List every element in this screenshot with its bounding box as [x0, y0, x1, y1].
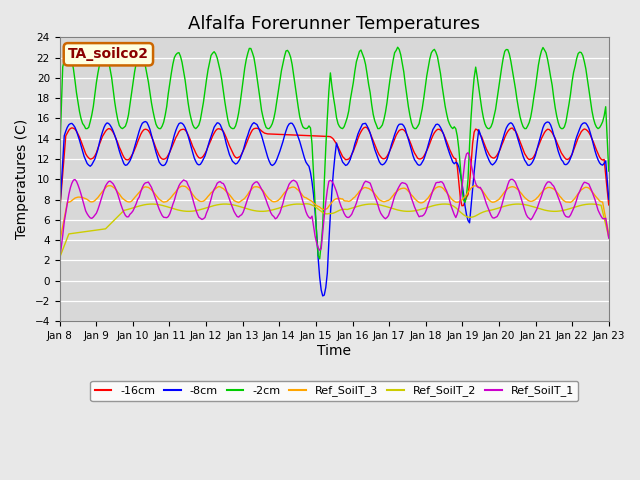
Ref_SoilT_2 — [576, 203, 584, 209]
-16cm — [220, 129, 227, 134]
X-axis label: Time: Time — [317, 344, 351, 358]
Ref_SoilT_2 — [605, 234, 612, 240]
Ref_SoilT_3 — [239, 197, 247, 203]
-8cm — [577, 122, 585, 128]
-8cm — [298, 144, 305, 150]
Ref_SoilT_2 — [296, 201, 303, 207]
Ref_SoilT_1 — [605, 235, 612, 241]
-8cm — [239, 147, 247, 153]
Ref_SoilT_1 — [464, 150, 472, 156]
Ref_SoilT_1 — [296, 189, 303, 194]
-16cm — [576, 132, 584, 138]
-2cm — [220, 88, 227, 94]
-2cm — [577, 50, 585, 56]
Ref_SoilT_3 — [221, 187, 228, 193]
Ref_SoilT_2 — [302, 201, 310, 207]
Ref_SoilT_3 — [576, 189, 584, 195]
-2cm — [605, 168, 612, 174]
-16cm — [123, 157, 131, 163]
-2cm — [56, 154, 63, 160]
-2cm — [394, 44, 401, 50]
Ref_SoilT_2 — [123, 207, 131, 213]
Ref_SoilT_1 — [576, 189, 584, 194]
Ref_SoilT_2 — [238, 204, 246, 210]
-8cm — [123, 162, 131, 168]
Ref_SoilT_3 — [125, 199, 132, 205]
Ref_SoilT_1 — [123, 214, 131, 220]
-8cm — [248, 121, 256, 127]
-8cm — [56, 209, 63, 215]
Legend: -16cm, -8cm, -2cm, Ref_SoilT_3, Ref_SoilT_2, Ref_SoilT_1: -16cm, -8cm, -2cm, Ref_SoilT_3, Ref_Soil… — [90, 381, 578, 401]
Ref_SoilT_2 — [220, 201, 227, 207]
Line: -8cm: -8cm — [60, 121, 609, 296]
-8cm — [605, 196, 612, 202]
Ref_SoilT_1 — [56, 255, 63, 261]
Line: Ref_SoilT_3: Ref_SoilT_3 — [60, 186, 609, 242]
Ref_SoilT_1 — [238, 212, 246, 217]
Line: Ref_SoilT_1: Ref_SoilT_1 — [60, 153, 609, 258]
Ref_SoilT_2 — [56, 255, 63, 261]
Title: Alfalfa Forerunner Temperatures: Alfalfa Forerunner Temperatures — [188, 15, 480, 33]
Ref_SoilT_1 — [220, 180, 227, 186]
-16cm — [56, 209, 63, 215]
Ref_SoilT_3 — [106, 183, 114, 189]
-16cm — [362, 124, 369, 130]
-8cm — [319, 293, 326, 299]
-16cm — [296, 132, 303, 138]
Ref_SoilT_3 — [248, 186, 256, 192]
-2cm — [123, 119, 131, 125]
-2cm — [247, 46, 255, 51]
Text: TA_soilco2: TA_soilco2 — [68, 47, 149, 61]
-16cm — [247, 130, 255, 136]
Ref_SoilT_3 — [298, 191, 305, 196]
-16cm — [605, 202, 612, 208]
Line: Ref_SoilT_2: Ref_SoilT_2 — [60, 204, 609, 258]
-2cm — [316, 256, 323, 262]
Ref_SoilT_1 — [247, 187, 255, 192]
Ref_SoilT_2 — [247, 207, 255, 213]
Ref_SoilT_3 — [605, 231, 612, 237]
Y-axis label: Temperatures (C): Temperatures (C) — [15, 119, 29, 240]
-8cm — [221, 135, 228, 141]
Line: -16cm: -16cm — [60, 127, 609, 212]
Ref_SoilT_3 — [56, 240, 63, 245]
-16cm — [238, 151, 246, 157]
-2cm — [238, 89, 246, 95]
-2cm — [296, 114, 303, 120]
-8cm — [141, 119, 149, 124]
Line: -2cm: -2cm — [60, 47, 609, 259]
